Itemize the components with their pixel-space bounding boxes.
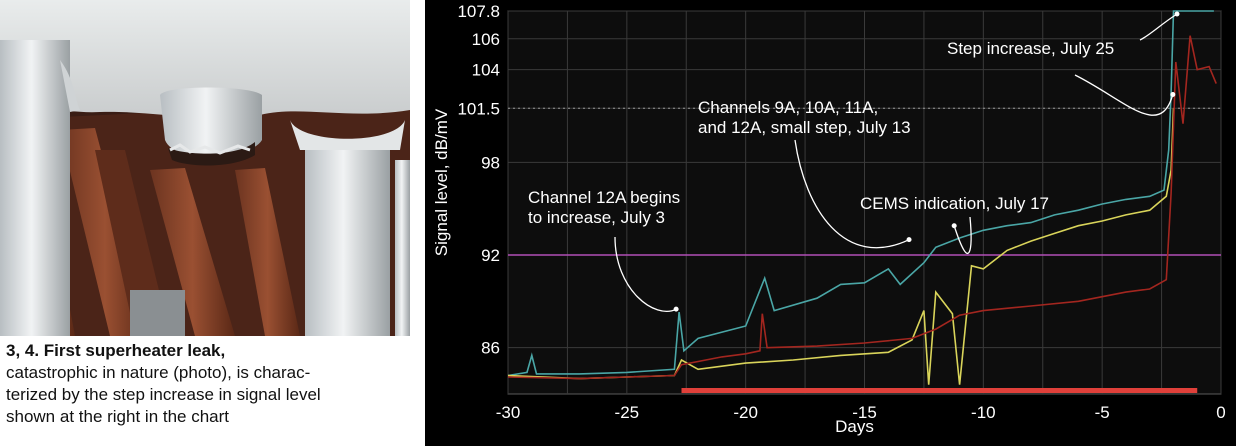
superheater-pipes-photo-icon (0, 0, 410, 336)
annotation-arrowhead (673, 306, 679, 312)
x-tick-label: -25 (615, 403, 640, 422)
annotation-arrowhead (906, 237, 912, 243)
x-tick-label: -5 (1095, 403, 1110, 422)
annotation-arrow (1139, 13, 1178, 41)
annotation-text: Step increase, July 25 (947, 39, 1114, 58)
series-line-1 (507, 10, 1214, 377)
annotation-arrowhead (1174, 11, 1180, 17)
annotation-arrow (794, 139, 910, 249)
superheater-photo (0, 0, 410, 336)
figure-caption: 3, 4. First superheater leak, catastroph… (6, 340, 416, 428)
y-tick-label: 92 (481, 246, 500, 265)
y-axis-label: Signal level, dB/mV (432, 108, 451, 256)
chart-svg: 86 92 98 101.5 104 106 107.8 -30 -25 -20 -15 -10 -5 0… (432, 2, 1226, 436)
caption-heading: 3, 4. First superheater leak, (6, 341, 226, 360)
annotation-text: to increase, July 3 (528, 208, 665, 227)
y-tick-label: 86 (481, 339, 500, 358)
x-tick-label: 0 (1216, 403, 1225, 422)
annotation-arrow (953, 216, 972, 254)
caption-line: shown at the right in the chart (6, 407, 230, 426)
x-tick-label: -15 (852, 403, 877, 422)
annotation-text: CEMS indication, July 17 (860, 194, 1049, 213)
y-tick-label: 98 (481, 153, 500, 172)
series-line-2 (507, 108, 1175, 385)
annotation-text: and 12A, small step, July 13 (698, 118, 911, 137)
signal-level-chart: 86 92 98 101.5 104 106 107.8 -30 -25 -20 -15 -10 -5 0… (425, 0, 1236, 446)
series-line-3 (507, 35, 1217, 380)
annotation-arrow (1074, 74, 1174, 116)
x-tick-label: -30 (496, 403, 521, 422)
caption-line: catastrophic in nature (photo), is chara… (6, 363, 311, 382)
duration-bar (681, 388, 1198, 393)
y-tick-label: 106 (472, 30, 500, 49)
annotation-text: Channels 9A, 10A, 11A, (698, 98, 878, 117)
annotation-text: Channel 12A begins (528, 188, 680, 207)
y-tick-label: 101.5 (457, 99, 500, 118)
caption-line: terized by the step increase in signal l… (6, 385, 321, 404)
x-tick-label: -10 (971, 403, 996, 422)
annotation-arrowhead (951, 223, 957, 229)
annotation-arrow (614, 236, 677, 312)
y-tick-label: 107.8 (457, 2, 500, 21)
annotation-arrowhead (1170, 91, 1176, 97)
y-tick-label: 104 (472, 61, 500, 80)
x-tick-label: -20 (733, 403, 758, 422)
x-axis-label: Days (835, 417, 874, 436)
